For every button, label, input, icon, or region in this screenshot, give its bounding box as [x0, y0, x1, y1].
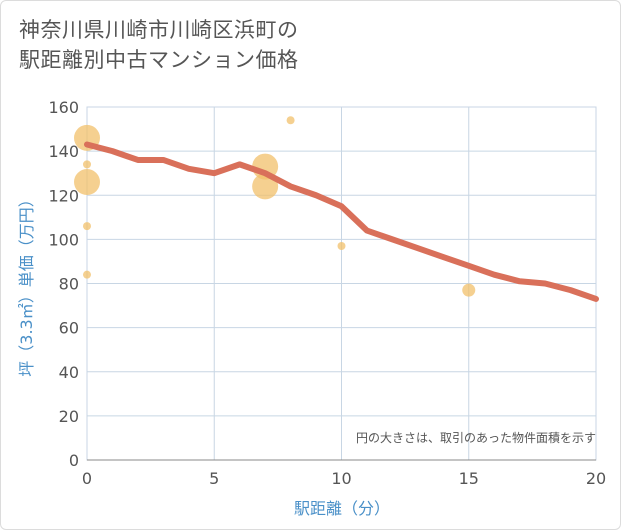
- y-tick-label: 20: [59, 407, 79, 426]
- title-line-2: 駅距離別中古マンション価格: [19, 48, 299, 72]
- bubble-point: [74, 169, 100, 196]
- y-tick-label: 80: [59, 275, 79, 294]
- y-tick-label: 0: [69, 451, 79, 470]
- y-tick-label: 40: [59, 363, 79, 382]
- y-tick-label: 120: [48, 186, 79, 205]
- size-note: 円の大きさは、取引のあった物件面積を示す: [356, 430, 596, 445]
- x-axis-label: 駅距離（分）: [294, 499, 390, 518]
- y-tick-label: 140: [48, 142, 79, 161]
- x-tick-label: 10: [331, 469, 351, 488]
- bubble-point: [83, 222, 91, 231]
- bubble-point: [286, 116, 295, 125]
- x-tick-label: 20: [586, 469, 606, 488]
- title-line-1: 神奈川県川崎市川崎区浜町の: [19, 18, 299, 42]
- y-axis-label: 坪（3.3㎡）単価（万円）: [17, 191, 36, 376]
- bubble-point: [83, 160, 91, 169]
- y-tick-label: 60: [59, 319, 79, 338]
- x-tick-label: 5: [209, 469, 219, 488]
- bubble-point: [83, 270, 91, 279]
- bubble-point: [337, 241, 346, 250]
- tick-labels: 0 20 40 60 80 100 120 140 160 0 5 10 15 20: [48, 98, 606, 488]
- x-tick-label: 0: [82, 469, 92, 488]
- y-tick-label: 160: [48, 98, 79, 117]
- x-tick-label: 15: [459, 469, 479, 488]
- grid: [86, 106, 597, 461]
- chart-title: 神奈川県川崎市川崎区浜町の 駅距離別中古マンション価格: [19, 15, 579, 75]
- line-series: [84, 141, 599, 302]
- average-price-line: [84, 141, 599, 302]
- y-tick-label: 100: [48, 230, 79, 249]
- bubble-point: [462, 283, 476, 297]
